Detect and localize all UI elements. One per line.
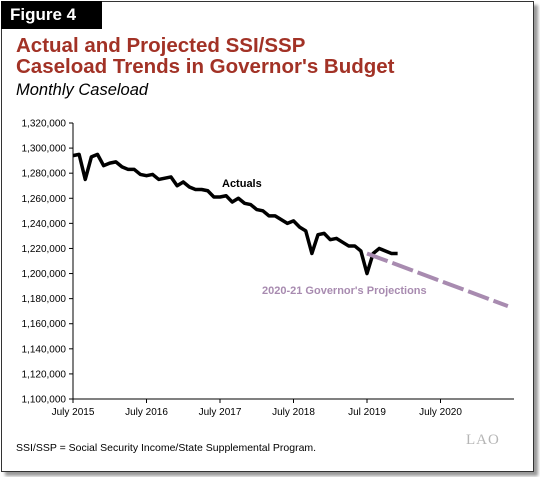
actuals-series-line xyxy=(72,152,398,276)
x-tick-label: July 2020 xyxy=(419,407,462,418)
y-tick-label: 1,180,000 xyxy=(22,294,67,305)
x-tick-label: Jul 2019 xyxy=(348,407,386,418)
y-tick-label: 1,140,000 xyxy=(22,344,67,355)
chart-subtitle: Monthly Caseload xyxy=(16,81,149,99)
y-tick-label: 1,240,000 xyxy=(22,219,67,230)
y-tick-label: 1,280,000 xyxy=(22,169,67,180)
chart-title: Actual and Projected SSI/SSP Caseload Tr… xyxy=(16,35,395,77)
y-tick-label: 1,300,000 xyxy=(22,144,67,155)
figure-label: Figure 4 xyxy=(1,1,102,29)
chart-title-line-2: Caseload Trends in Governor's Budget xyxy=(16,55,395,78)
x-tick-label: July 2015 xyxy=(52,407,95,418)
x-tick-label: July 2016 xyxy=(125,407,168,418)
figure-frame xyxy=(1,1,534,472)
y-tick-label: 1,160,000 xyxy=(22,319,67,330)
y-tick-label: 1,200,000 xyxy=(22,269,67,280)
projection-series-line xyxy=(366,251,509,309)
actuals-label: Actuals xyxy=(222,178,262,190)
y-tick-label: 1,100,000 xyxy=(22,395,67,406)
projection-label: 2020-21 Governor's Projections xyxy=(262,285,427,297)
y-tick-label: 1,120,000 xyxy=(22,369,67,380)
y-tick-label: 1,320,000 xyxy=(22,119,67,130)
x-tick-label: July 2018 xyxy=(272,407,315,418)
y-tick-label: 1,260,000 xyxy=(22,194,67,205)
lao-logo: LAO xyxy=(466,432,500,448)
footnote: SSI/SSP = Social Security Income/State S… xyxy=(16,442,317,454)
y-tick-label: 1,220,000 xyxy=(22,244,67,255)
x-tick-label: July 2017 xyxy=(199,407,242,418)
chart-title-line-1: Actual and Projected SSI/SSP xyxy=(16,34,306,57)
